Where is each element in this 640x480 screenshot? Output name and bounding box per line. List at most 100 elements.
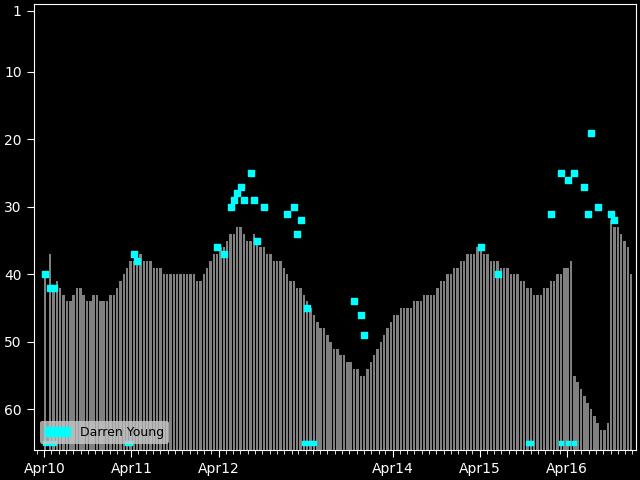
Bar xyxy=(106,301,108,450)
Bar xyxy=(203,275,205,450)
Bar xyxy=(99,301,102,450)
Bar xyxy=(390,322,392,450)
Bar xyxy=(476,247,479,450)
Point xyxy=(239,196,249,204)
Point xyxy=(40,271,51,278)
Point xyxy=(232,190,243,197)
Bar xyxy=(627,247,629,450)
Point xyxy=(582,210,593,217)
Point xyxy=(252,237,262,244)
Bar xyxy=(239,227,242,450)
Bar xyxy=(179,275,182,450)
Bar xyxy=(319,328,322,450)
Bar xyxy=(243,234,245,450)
Bar xyxy=(283,268,285,450)
Bar xyxy=(486,254,489,450)
Bar xyxy=(333,348,335,450)
Bar xyxy=(346,362,349,450)
Bar xyxy=(586,403,589,450)
Bar xyxy=(136,254,138,450)
Point xyxy=(563,439,573,447)
Point xyxy=(129,250,139,258)
Bar xyxy=(503,268,506,450)
Bar xyxy=(433,295,435,450)
Bar xyxy=(460,261,462,450)
Bar xyxy=(280,261,282,450)
Bar xyxy=(550,281,552,450)
Bar xyxy=(89,301,92,450)
Bar xyxy=(72,295,75,450)
Point xyxy=(305,439,316,447)
Bar xyxy=(250,240,252,450)
Bar xyxy=(356,369,358,450)
Bar xyxy=(577,383,579,450)
Bar xyxy=(163,275,165,450)
Bar xyxy=(169,275,172,450)
Bar xyxy=(506,268,509,450)
Bar xyxy=(253,234,255,450)
Point xyxy=(289,203,299,211)
Bar xyxy=(410,308,412,450)
Bar xyxy=(44,275,47,450)
Point xyxy=(569,439,579,447)
Bar xyxy=(420,301,422,450)
Bar xyxy=(149,261,152,450)
Bar xyxy=(436,288,438,450)
Bar xyxy=(490,261,492,450)
Point xyxy=(546,210,556,217)
Bar xyxy=(122,275,125,450)
Bar xyxy=(146,261,148,450)
Point xyxy=(225,203,236,211)
Bar xyxy=(603,430,605,450)
Bar xyxy=(223,247,225,450)
Bar xyxy=(126,268,128,450)
Point xyxy=(45,284,56,292)
Point xyxy=(579,183,589,191)
Point xyxy=(609,216,620,224)
Bar xyxy=(109,295,111,450)
Bar xyxy=(399,308,402,450)
Bar xyxy=(429,295,432,450)
Bar xyxy=(600,430,602,450)
Bar xyxy=(256,240,259,450)
Bar xyxy=(189,275,191,450)
Bar xyxy=(83,295,85,450)
Bar xyxy=(593,416,596,450)
Bar xyxy=(383,335,385,450)
Bar xyxy=(623,240,625,450)
Bar xyxy=(453,268,455,450)
Bar xyxy=(547,288,549,450)
Bar xyxy=(49,254,51,450)
Bar xyxy=(396,315,399,450)
Point xyxy=(249,196,259,204)
Bar xyxy=(212,254,215,450)
Bar xyxy=(520,281,522,450)
Bar xyxy=(296,288,298,450)
Bar xyxy=(363,376,365,450)
Point xyxy=(302,304,312,312)
Bar xyxy=(300,288,302,450)
Bar xyxy=(353,369,355,450)
Bar xyxy=(86,301,88,450)
Bar xyxy=(533,295,536,450)
Bar xyxy=(303,295,305,450)
Bar xyxy=(553,281,556,450)
Bar xyxy=(152,268,155,450)
Bar xyxy=(573,376,575,450)
Bar xyxy=(276,261,278,450)
Bar xyxy=(116,288,118,450)
Point xyxy=(122,439,132,447)
Point xyxy=(49,284,59,292)
Bar xyxy=(113,295,115,450)
Bar xyxy=(66,301,68,450)
Point xyxy=(606,210,616,217)
Bar xyxy=(96,295,98,450)
Bar xyxy=(59,288,61,450)
Point xyxy=(476,243,486,251)
Point xyxy=(563,176,573,184)
Bar xyxy=(516,275,519,450)
Point xyxy=(219,250,229,258)
Bar xyxy=(76,288,78,450)
Bar xyxy=(616,227,619,450)
Bar xyxy=(423,295,426,450)
